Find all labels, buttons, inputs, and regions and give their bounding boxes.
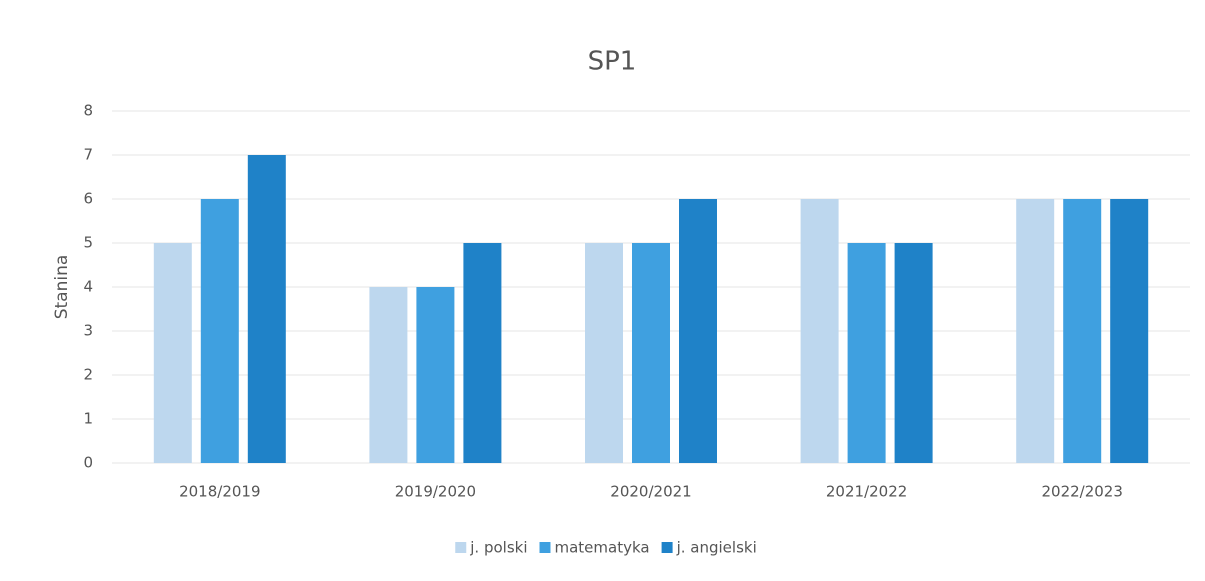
bar [847,243,886,463]
bar [200,199,239,463]
y-tick-label: 1 [83,410,93,428]
x-tick-label: 2021/2022 [826,483,907,501]
y-tick-label: 2 [83,366,93,384]
bar [416,287,455,463]
bar [369,287,408,463]
bar [679,199,717,463]
y-tick-label: 6 [83,190,93,208]
y-tick-label: 0 [83,454,93,472]
legend-swatch [455,542,467,553]
bar [632,243,670,463]
legend-label: j. polski [469,539,527,557]
legend-label: matematyka [555,539,650,557]
legend-swatch [661,542,673,553]
chart-title: SP1 [588,47,637,77]
legend-swatch [539,542,551,553]
x-tick-label: 2018/2019 [179,483,260,501]
y-tick-label: 3 [83,322,93,340]
x-tick-label: 2020/2021 [610,483,691,501]
y-tick-label: 7 [83,146,93,164]
bar [585,243,623,463]
legend-label: j. angielski [676,539,757,557]
x-tick-label: 2019/2020 [395,483,476,501]
bar [153,243,192,463]
bar [1016,199,1055,463]
bar [800,199,839,463]
y-tick-label: 5 [83,234,93,252]
bar [1063,199,1102,463]
y-tick-label: 4 [83,278,93,296]
bar [894,243,933,463]
bar [463,243,502,463]
x-tick-label: 2022/2023 [1041,483,1122,501]
y-axis-label: Stanina [52,255,72,320]
y-tick-label: 8 [83,102,93,120]
bar [247,155,286,463]
bar [1110,199,1149,463]
